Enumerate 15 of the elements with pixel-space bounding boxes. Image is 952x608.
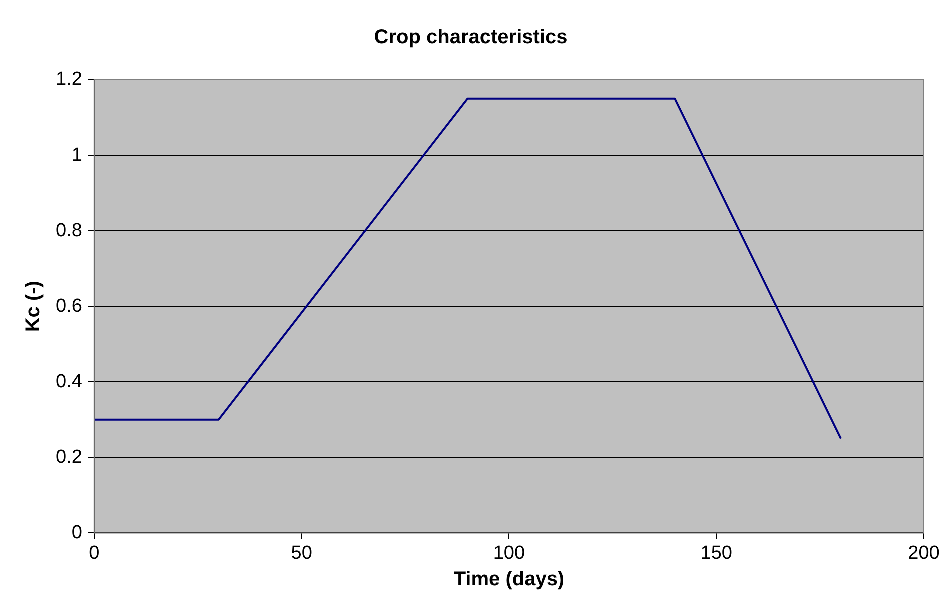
x-tick-label: 100 [493,542,526,564]
x-tick-label: 200 [908,542,940,564]
x-axis-title: Time (days) [454,568,565,591]
x-tick-label: 50 [291,542,312,564]
y-axis-title: Kc (-) [22,281,45,332]
y-tick-label: 0.2 [56,446,82,468]
y-tick-label: 1 [72,144,82,166]
x-tick-label: 150 [700,542,732,564]
y-tick-label: 1.2 [56,69,82,90]
y-tick-label: 0.4 [56,371,83,392]
chart-title: Crop characteristics [374,26,568,49]
y-tick-label: 0.6 [56,296,82,317]
y-tick-label: 0.8 [56,220,82,242]
x-tick-label: 0 [89,542,100,564]
y-tick-label: 0 [72,522,82,544]
